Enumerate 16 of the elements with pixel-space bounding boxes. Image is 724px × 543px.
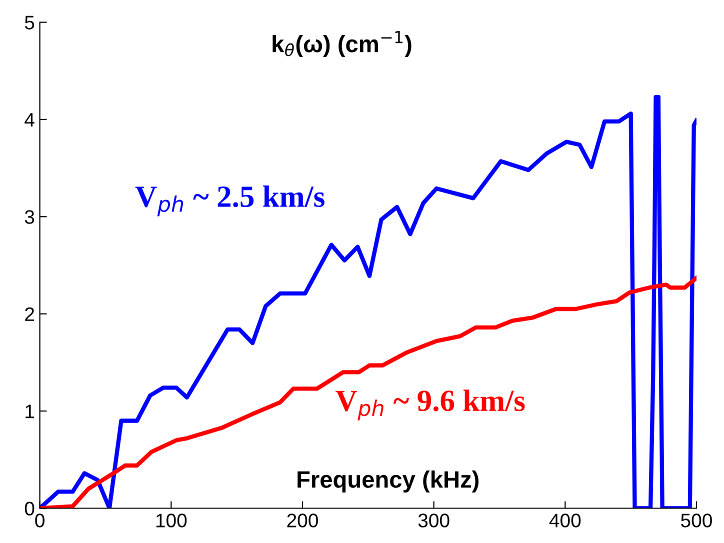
x-tick-label: 0 xyxy=(35,514,44,528)
x-tick-label: 200 xyxy=(287,514,318,528)
y-tick-label: 4 xyxy=(24,113,34,127)
x-tick-label: 500 xyxy=(681,514,712,528)
x-tick-label: 400 xyxy=(549,514,581,528)
y-tick-label: 0 xyxy=(24,502,34,516)
series-label: V$_{ph}$ ~ 9.6 km/s xyxy=(336,390,525,420)
series-label: V$_{ph}$ ~ 2.5 km/s xyxy=(135,186,324,216)
x-axis-title: Frequency (kHz) xyxy=(298,470,479,493)
x-tick-label: 100 xyxy=(156,514,187,528)
y-tick-label: 1 xyxy=(26,404,34,418)
y-tick-label: 3 xyxy=(24,210,34,224)
chart-title: k$_{θ}$(ω) (cm$^{−1}$) xyxy=(272,31,412,58)
y-tick-label: 2 xyxy=(25,307,34,321)
x-tick-label: 300 xyxy=(418,514,450,528)
y-tick-label: 5 xyxy=(24,16,34,30)
